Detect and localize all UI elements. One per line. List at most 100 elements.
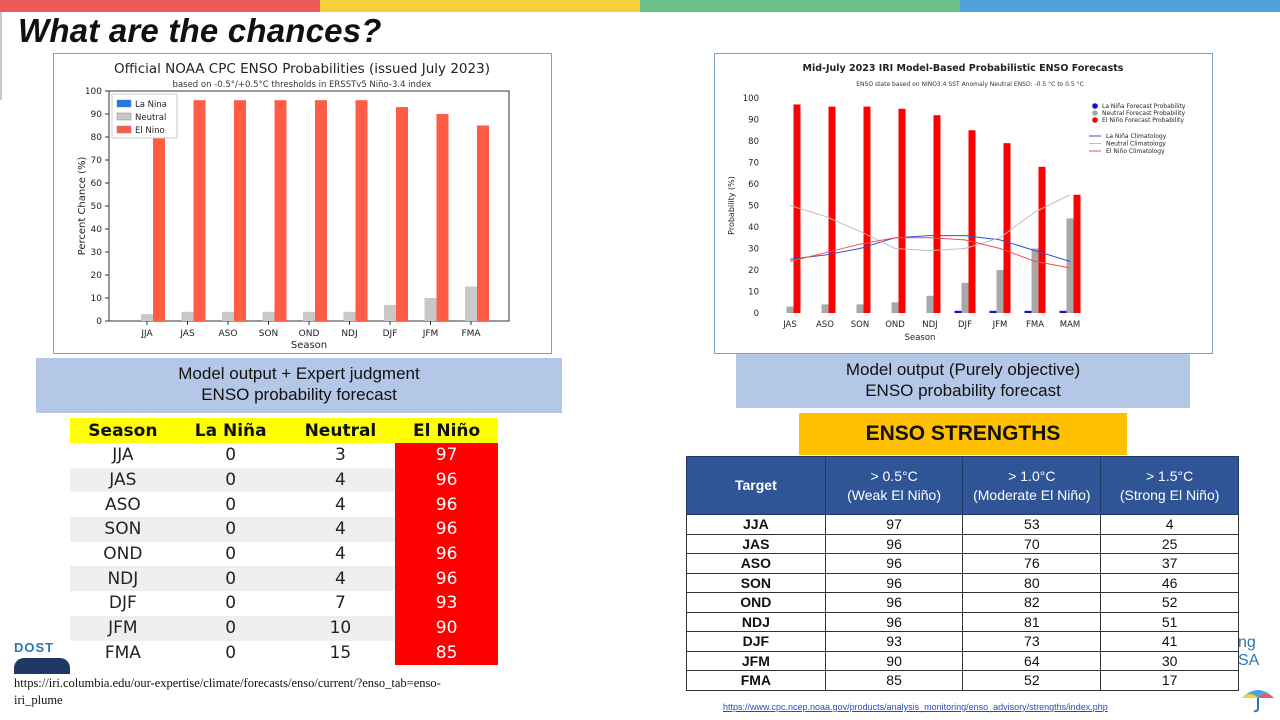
iri-y-tick-label: 100 <box>743 94 759 104</box>
cpc-y-tick-label: 20 <box>91 271 103 281</box>
iri-legend-label: La Niña Forecast Probability <box>1102 103 1186 110</box>
header-moderate-threshold: > 1.0°C <box>1008 467 1056 484</box>
strong-cell: 37 <box>1100 553 1239 574</box>
probability-table-row: JAS 0 4 96 <box>70 467 498 493</box>
cpc-chart-subtitle: based on -0.5°/+0.5°C thresholds in ERSS… <box>173 80 432 90</box>
el-nino-cell: 93 <box>395 591 498 616</box>
moderate-cell: 80 <box>962 572 1102 593</box>
strengths-table-row: NDJ 96 81 51 <box>686 611 1239 632</box>
cpc-bar-el-nino <box>193 100 206 321</box>
dost-logo-text: DOST <box>14 640 55 655</box>
caption-right-line2: ENSO probability forecast <box>865 381 1061 400</box>
target-cell: JFM <box>686 650 826 671</box>
top-color-band <box>0 0 1280 12</box>
la-nina-cell: 0 <box>175 615 286 641</box>
iri-legend-label: El Niño Climatology <box>1106 148 1165 155</box>
band-blue <box>960 0 1280 12</box>
header-el-nino: El Niño <box>395 418 498 443</box>
strong-cell: 17 <box>1100 670 1239 691</box>
la-nina-cell: 0 <box>175 591 286 616</box>
strong-cell: 52 <box>1100 592 1239 613</box>
el-nino-cell: 96 <box>395 467 498 493</box>
moderate-cell: 64 <box>962 650 1102 671</box>
header-target-label: Target <box>734 477 777 493</box>
el-nino-cell: 96 <box>395 566 498 592</box>
moderate-cell: 76 <box>962 553 1102 574</box>
iri-y-tick-label: 40 <box>748 223 759 233</box>
iri-bar-neutral <box>961 282 969 313</box>
probability-table-row: SON 0 4 96 <box>70 517 498 542</box>
iri-y-tick-label: 50 <box>748 202 759 212</box>
season-cell: SON <box>70 517 176 542</box>
caption-right: Model output (Purely objective) ENSO pro… <box>736 354 1190 408</box>
iri-bar-neutral <box>821 304 829 313</box>
cpc-x-tick-label: JJA <box>140 329 153 339</box>
cpc-bar-neutral <box>303 311 315 321</box>
source-link-iri[interactable]: https://iri.columbia.edu/our-expertise/c… <box>14 676 441 707</box>
strengths-table-row: JAS 96 70 25 <box>686 533 1239 554</box>
iri-x-tick-label: NDJ <box>922 320 937 330</box>
el-nino-cell: 96 <box>395 541 498 567</box>
weak-cell: 90 <box>824 650 964 671</box>
neutral-cell: 4 <box>285 467 396 493</box>
probability-table-row: OND 0 4 96 <box>70 541 498 567</box>
iri-legend-label: El Niño Forecast Probability <box>1102 117 1184 124</box>
cpc-chart: Official NOAA CPC ENSO Probabilities (is… <box>77 61 510 351</box>
iri-x-tick-label: MAM <box>1060 320 1080 330</box>
weak-cell: 96 <box>824 533 964 554</box>
cpc-legend-swatch <box>116 99 132 108</box>
el-nino-cell: 96 <box>395 492 498 518</box>
cpc-bar-neutral <box>465 286 477 321</box>
target-cell: FMA <box>686 670 826 691</box>
iri-legend-label: Neutral Forecast Probability <box>1102 110 1186 117</box>
probability-table-row: JJA 0 3 97 <box>70 443 498 468</box>
strengths-table-row: FMA 85 52 17 <box>686 670 1239 691</box>
cpc-bar-el-nino <box>315 100 327 321</box>
header-strong: > 1.5°C (Strong El Niño) <box>1100 456 1239 515</box>
cpc-x-tick-label: FMA <box>461 329 481 339</box>
strengths-table-row: OND 96 82 52 <box>686 592 1239 613</box>
iri-bar-la-nina <box>1024 310 1032 313</box>
neutral-cell: 3 <box>285 443 396 468</box>
caption-right-line1: Model output (Purely objective) <box>845 360 1081 379</box>
slide-title: What are the chances? <box>18 12 382 49</box>
iri-bar-el-nino <box>898 108 906 313</box>
iri-legend-label: La Niña Climatology <box>1106 133 1167 140</box>
cpc-bar-neutral <box>262 311 275 321</box>
iri-bar-el-nino <box>863 106 871 313</box>
strong-cell: 25 <box>1100 533 1239 554</box>
cpc-bar-neutral <box>222 311 234 321</box>
cpc-y-axis-label: Percent Chance (%) <box>77 157 88 256</box>
iri-x-tick-label: JAS <box>782 320 797 330</box>
iri-bar-el-nino <box>968 130 976 313</box>
cpc-legend-swatch <box>116 125 132 134</box>
source-link-cpc[interactable]: https://www.cpc.ncep.noaa.gov/products/a… <box>723 702 1108 712</box>
probability-table-row: ASO 0 4 96 <box>70 492 498 518</box>
cpc-bar-neutral <box>343 311 356 321</box>
cpc-y-tick-label: 80 <box>91 133 103 143</box>
cpc-x-tick-label: DJF <box>383 329 398 339</box>
moderate-cell: 81 <box>962 611 1102 632</box>
dost-logo: DOST <box>14 640 70 674</box>
weak-cell: 96 <box>824 553 964 574</box>
cpc-bar-el-nino <box>436 114 449 321</box>
iri-y-tick-label: 90 <box>748 116 759 126</box>
season-cell: FMA <box>70 640 176 666</box>
iri-bar-el-nino <box>793 104 801 313</box>
iri-chart-frame: Mid-July 2023 IRI Model-Based Probabilis… <box>714 53 1213 354</box>
iri-x-tick-label: FMA <box>1026 320 1044 330</box>
iri-bar-neutral <box>786 306 794 313</box>
strengths-table: Target > 0.5°C (Weak El Niño) > 1.0°C (Mod… <box>686 456 1239 691</box>
enso-strengths-banner: ENSO STRENGTHS <box>799 413 1127 455</box>
iri-x-tick-label: OND <box>885 320 905 330</box>
moderate-cell: 52 <box>962 670 1102 691</box>
cpc-y-tick-label: 90 <box>91 110 103 120</box>
iri-climatology-line-el-nino <box>789 237 1071 269</box>
cpc-legend-label: El Nino <box>135 126 165 136</box>
cpc-legend-label: La Nina <box>135 100 167 110</box>
la-nina-cell: 0 <box>175 443 286 468</box>
header-strong-threshold: > 1.5°C <box>1145 467 1194 484</box>
cpc-legend-swatch <box>116 112 132 121</box>
season-cell: NDJ <box>70 566 176 592</box>
dost-logo-shape <box>14 658 70 674</box>
